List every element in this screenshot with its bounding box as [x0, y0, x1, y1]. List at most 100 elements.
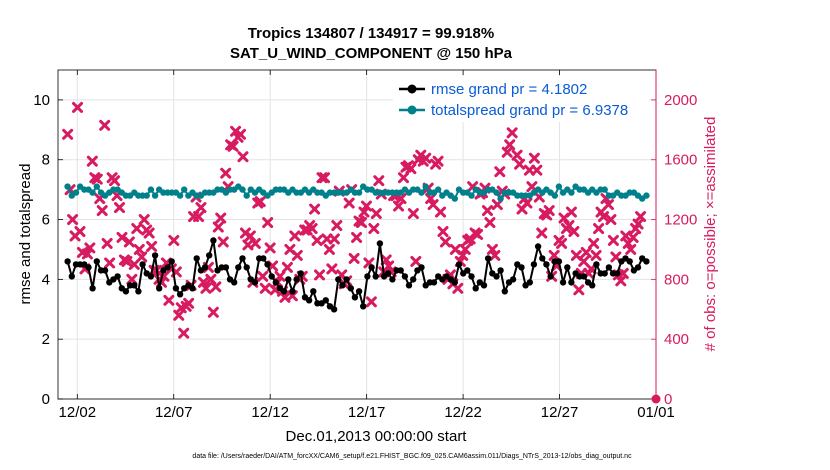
obs-assimilated-marker	[74, 226, 86, 238]
obs-assimilated-marker	[163, 294, 175, 306]
obs-assimilated-marker	[101, 237, 113, 249]
obs-assimilated-marker	[605, 214, 617, 226]
rmse-point	[335, 276, 342, 283]
obs-assimilated-marker	[395, 193, 407, 205]
x-tick-label: 12/07	[155, 404, 193, 421]
obs-assimilated-marker	[67, 214, 79, 226]
legend-box	[393, 76, 649, 122]
obs-assimilated-marker	[91, 173, 103, 185]
totalspread-point	[468, 192, 475, 199]
obs-assimilated-marker	[123, 236, 135, 248]
rmse-point	[368, 264, 375, 271]
obs-assimilated-marker	[309, 203, 321, 215]
rmse-point	[480, 282, 488, 289]
rmse-point	[64, 258, 71, 265]
obs-assimilated-marker	[410, 255, 422, 267]
totalspread-point	[93, 183, 101, 190]
rmse-point	[418, 264, 425, 271]
totalspread-point	[89, 189, 96, 196]
rmse-point	[634, 264, 642, 271]
obs-assimilated-marker	[244, 230, 256, 242]
obs-assimilated-marker	[210, 281, 222, 293]
obs-assimilated-marker	[264, 242, 276, 254]
obs-assimilated-marker	[235, 128, 247, 140]
rmse-point	[201, 264, 209, 271]
rmse-point	[530, 261, 538, 268]
obs-assimilated-marker	[281, 261, 293, 273]
obs-assimilated-marker	[143, 227, 155, 239]
y-right-tick-label: 2000	[664, 92, 697, 109]
legend-rmse-label: rmse grand pr = 4.1802	[431, 81, 587, 98]
rmse-point	[289, 288, 296, 295]
rmse-point	[172, 285, 180, 292]
legend: rmse grand pr = 4.1802 totalspread grand…	[393, 76, 649, 122]
footer-datafile: data file: /Users/raeder/DAI/ATM_forcXX/…	[192, 453, 632, 460]
y-tick-label: 4	[42, 271, 50, 288]
obs-assimilated-marker	[257, 270, 269, 282]
obs-assimilated-marker	[126, 273, 138, 285]
rmse-point	[85, 264, 92, 271]
y-right-tick-label: 1600	[664, 152, 697, 169]
totalspread-point	[643, 192, 650, 199]
obs-assimilated-marker	[215, 212, 227, 224]
rmse-point	[372, 273, 379, 280]
rmse-point	[501, 288, 508, 295]
rmse-point	[347, 285, 354, 292]
totalspread-point	[355, 189, 363, 196]
totalspread-point	[422, 183, 429, 190]
totalspread-point	[568, 189, 575, 196]
rmse-point	[151, 252, 159, 259]
rmse-point	[131, 282, 138, 289]
totalspread-point	[418, 189, 425, 196]
rmse-point	[364, 273, 371, 280]
y-axis-label: rmse and totalspread	[17, 164, 34, 305]
rmse-point	[385, 270, 392, 277]
legend-spread-marker	[407, 105, 417, 115]
obs-assimilated-marker	[259, 282, 271, 294]
totalspread-point	[143, 192, 150, 199]
y-right-tick-label: 1200	[664, 212, 697, 229]
obs-assimilated-marker	[146, 240, 158, 252]
totalspread-point	[147, 186, 155, 193]
rmse-point	[526, 279, 533, 286]
rmse-point	[497, 267, 504, 274]
obs-assimilated-marker	[432, 155, 444, 167]
obs-assimilated-marker	[360, 200, 372, 212]
totalspread-point	[239, 186, 246, 193]
obs-assimilated-marker	[580, 246, 592, 258]
totalspread-point	[493, 189, 500, 196]
chart-title: Tropics 134807 / 134917 = 99.918%	[248, 25, 494, 42]
rmse-point	[310, 288, 317, 295]
rmse-point	[547, 273, 554, 280]
obs-assimilated-marker	[531, 164, 543, 176]
x-tick-label: 12/02	[59, 404, 97, 421]
rmse-point	[235, 264, 242, 271]
obs-assimilated-marker	[435, 206, 447, 218]
obs-assimilated-marker	[62, 128, 74, 140]
rmse-point	[451, 279, 458, 286]
rmse-point	[176, 291, 184, 298]
y-tick-label: 0	[42, 391, 50, 408]
obs-assimilated-marker	[459, 243, 471, 255]
rmse-point	[343, 276, 350, 283]
rmse-point	[614, 270, 621, 277]
obs-assimilated-marker	[528, 152, 540, 164]
rmse-point	[555, 258, 563, 265]
obs-assimilated-marker	[573, 284, 585, 296]
rmse-point	[601, 270, 608, 277]
rmse-point	[305, 297, 313, 304]
obs-assimilated-marker	[311, 234, 323, 246]
rmse-point	[101, 267, 109, 274]
rmse-point	[430, 279, 438, 286]
rmse-point	[389, 276, 396, 283]
rmse-point	[339, 282, 346, 289]
obs-assimilated-marker	[420, 152, 432, 164]
rmse-point	[139, 261, 146, 268]
rmse-point	[89, 285, 96, 292]
obs-assimilated-marker	[262, 217, 274, 229]
rmse-point	[243, 264, 250, 271]
y-tick-label: 2	[42, 331, 50, 348]
rmse-point	[568, 279, 575, 286]
obs-assimilated-marker	[326, 263, 338, 275]
